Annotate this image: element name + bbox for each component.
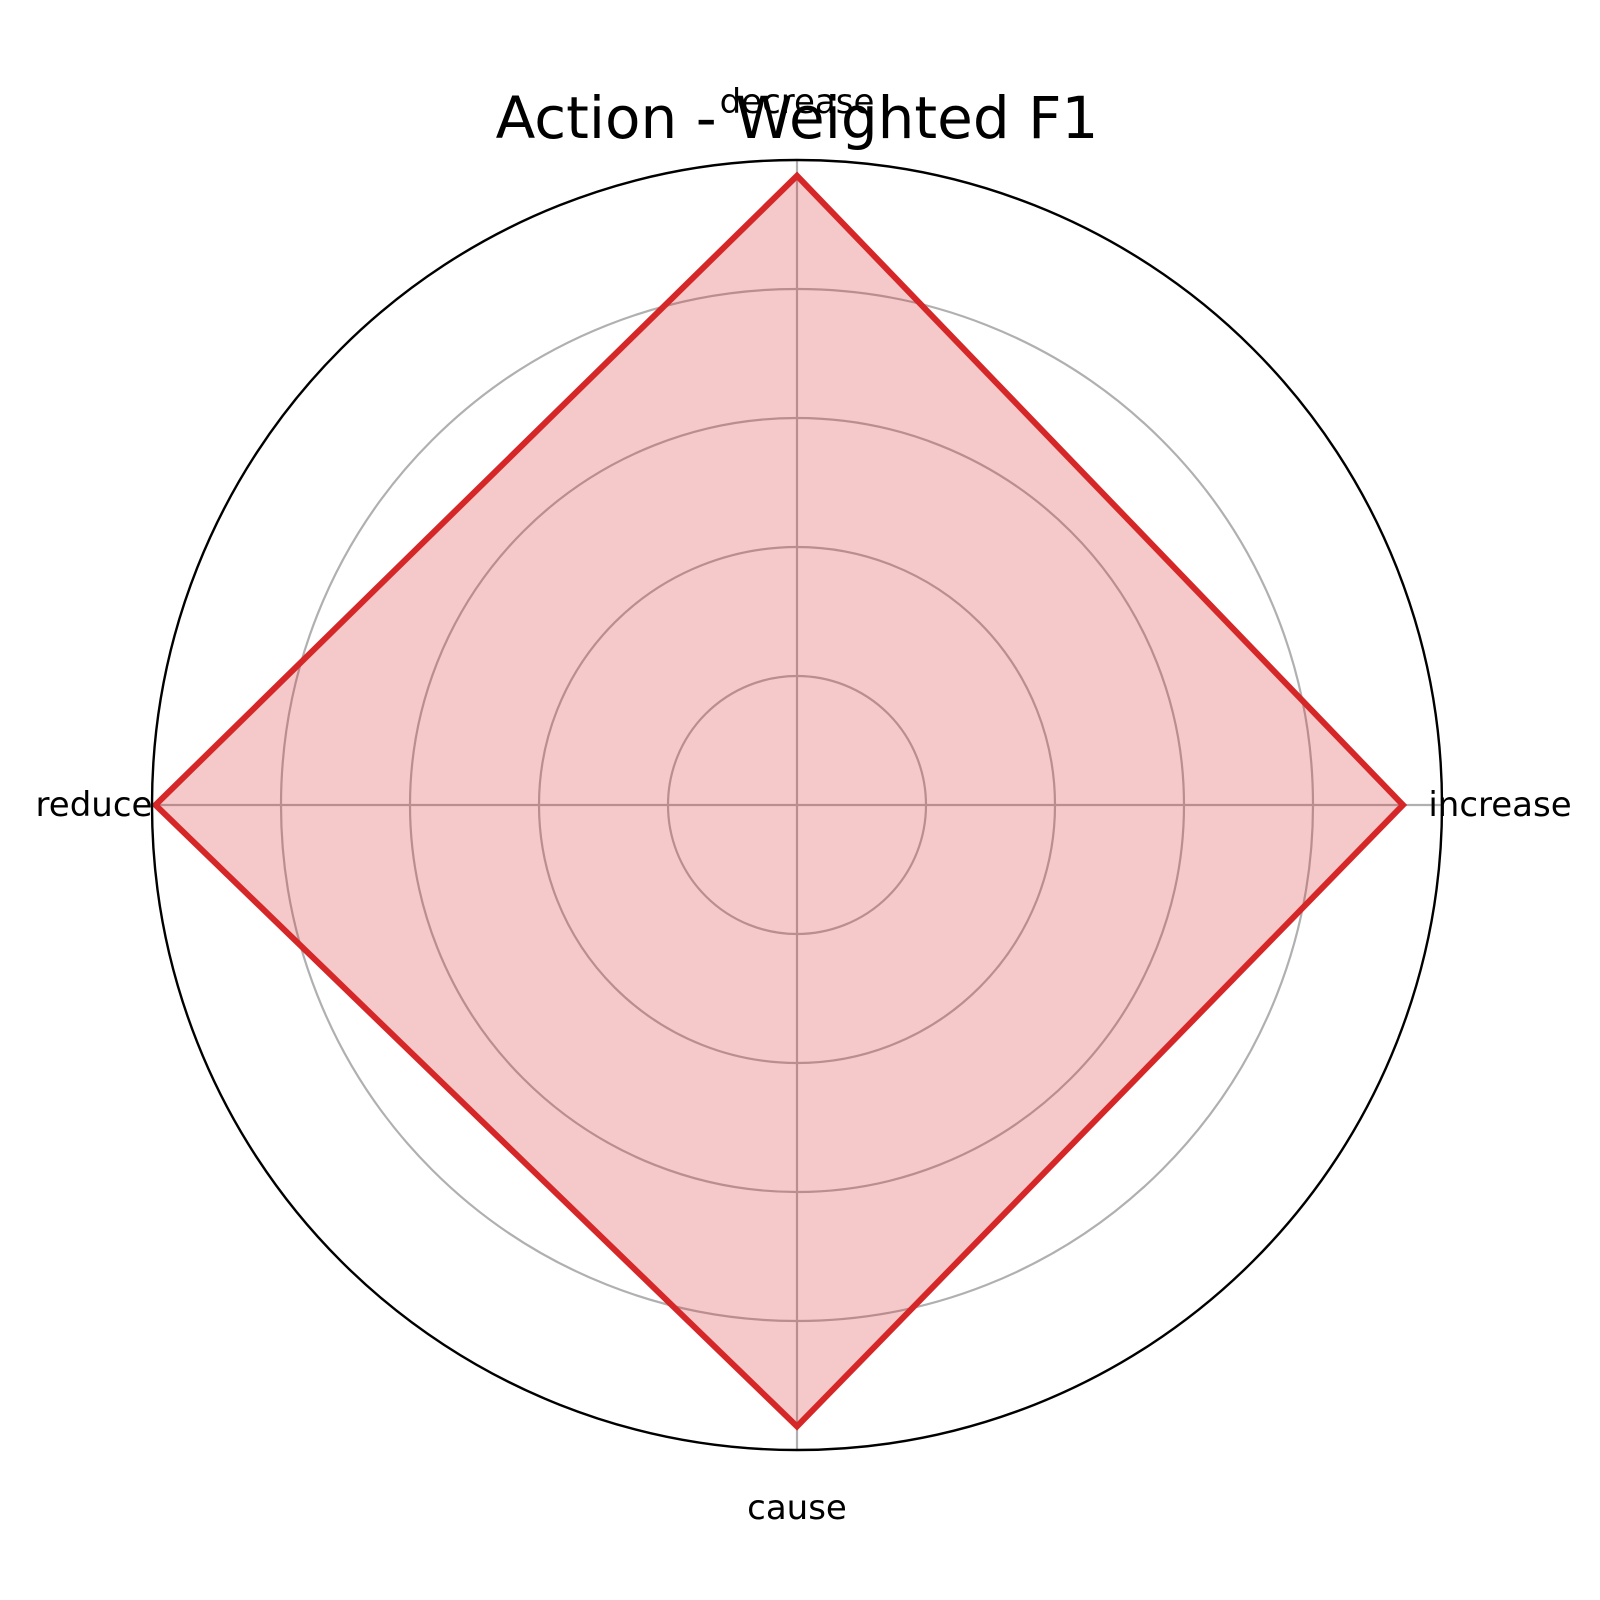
label-layer: increase decrease reduce cause [36, 82, 1572, 1528]
series-layer [151, 171, 1408, 1431]
axis-label-reduce: reduce [36, 785, 153, 825]
axis-label-decrease: decrease [720, 82, 875, 122]
axis-label-cause: cause [747, 1488, 847, 1528]
chart-title: Action - Weighted F1 [496, 84, 1099, 152]
grid-layer [152, 160, 1442, 1450]
series-area-0 [155, 175, 1403, 1427]
polar-frame [150, 158, 1444, 1452]
axis-label-increase: increase [1428, 785, 1571, 825]
